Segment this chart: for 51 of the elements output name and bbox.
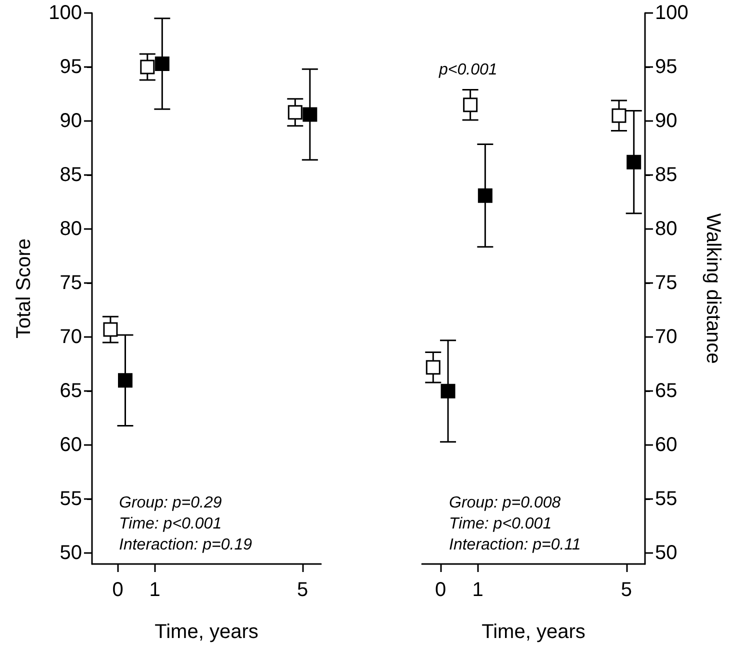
x-tick-label: 5 xyxy=(620,579,632,601)
annotation: Interaction: p=0.11 xyxy=(449,536,581,554)
y-tick-label: 85 xyxy=(60,164,82,186)
y2-axis-title: Walking distance xyxy=(702,213,724,364)
y-tick-label: 50 xyxy=(60,542,82,564)
point xyxy=(626,154,642,170)
point xyxy=(463,98,478,112)
y-tick-label: 60 xyxy=(60,434,82,456)
x-tick-label: 5 xyxy=(296,579,308,601)
x-axis-title: Time, years xyxy=(482,621,586,643)
y-tick-label: 95 xyxy=(60,56,82,78)
point xyxy=(288,105,302,120)
y2-tick-label: 90 xyxy=(655,110,678,132)
point xyxy=(440,384,456,398)
x-tick-label: 1 xyxy=(149,579,160,601)
x-tick-label: 0 xyxy=(112,579,124,601)
y-tick-label: 65 xyxy=(60,380,82,402)
y2-tick-label: 55 xyxy=(655,488,678,510)
y2-tick-label: 75 xyxy=(655,272,678,294)
annotation: Group: p=0.008 xyxy=(449,494,561,512)
y-tick-label: 75 xyxy=(60,272,82,294)
annotation: Time: p<0.001 xyxy=(449,516,552,532)
y-tick-label: 80 xyxy=(60,218,82,240)
x-tick-label: 0 xyxy=(435,579,446,601)
point xyxy=(426,360,440,375)
y2-tick-label: 50 xyxy=(655,542,678,564)
y2-tick-label: 100 xyxy=(655,2,688,24)
y2-tick-label: 80 xyxy=(655,218,678,240)
y-tick-label: 90 xyxy=(60,110,82,132)
y-axis-title: Total Score xyxy=(13,238,35,339)
point xyxy=(612,108,626,123)
annotation: Time: p<0.001 xyxy=(119,516,222,532)
x-axis-title: Time, years xyxy=(154,621,258,643)
y-tick-label: 70 xyxy=(60,326,82,348)
y2-tick-label: 85 xyxy=(655,164,678,186)
annotation: Interaction: p=0.19 xyxy=(119,536,252,554)
point xyxy=(140,60,155,74)
annotation: p<0.001 xyxy=(438,62,498,78)
y2-tick-label: 65 xyxy=(655,380,678,402)
annotation: Group: p=0.29 xyxy=(119,494,222,512)
y2-tick-label: 95 xyxy=(655,56,678,78)
point xyxy=(118,373,132,388)
point xyxy=(103,322,118,337)
y2-tick-label: 60 xyxy=(655,434,678,456)
point xyxy=(302,107,318,122)
y-tick-label: 100 xyxy=(48,2,82,24)
point xyxy=(154,56,170,72)
point xyxy=(478,188,492,203)
y2-tick-label: 70 xyxy=(655,326,678,348)
y-tick-label: 55 xyxy=(60,488,82,510)
x-tick-label: 1 xyxy=(472,579,484,601)
